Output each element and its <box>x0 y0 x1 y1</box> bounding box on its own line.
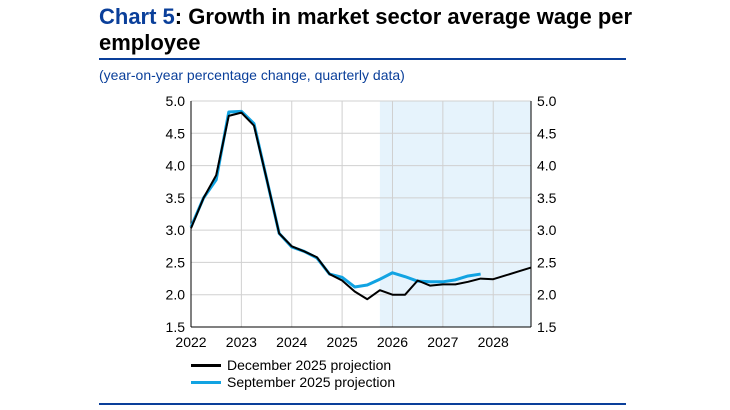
y-tick-label-right: 2.5 <box>537 254 557 270</box>
y-tick-label-left: 3.0 <box>166 222 186 238</box>
x-tick-label: 2027 <box>427 334 458 350</box>
y-tick-label-right: 4.0 <box>537 158 557 174</box>
chart-number: Chart 5 <box>99 4 175 29</box>
legend-item-december: December 2025 projection <box>191 357 391 373</box>
chart-subtitle: (year-on-year percentage change, quarter… <box>99 67 405 83</box>
x-tick-label: 2024 <box>276 334 307 350</box>
series-line-september <box>189 109 481 289</box>
chart-title: Chart 5: Growth in market sector average… <box>99 4 639 56</box>
bottom-rule <box>99 403 626 405</box>
legend-label-september: September 2025 projection <box>227 374 396 390</box>
y-tick-label-right: 1.5 <box>537 319 557 335</box>
legend-item-september: September 2025 projection <box>191 374 395 390</box>
y-tick-label-left: 4.0 <box>166 158 186 174</box>
chart-title-text: : Growth in market sector average wage p… <box>99 4 633 55</box>
legend-swatch-december <box>191 363 221 367</box>
y-tick-label-right: 3.0 <box>537 222 557 238</box>
y-tick-label-left: 3.5 <box>166 190 186 206</box>
x-tick-label: 2026 <box>377 334 408 350</box>
legend-swatch-september <box>191 380 221 384</box>
x-tick-label: 2023 <box>226 334 257 350</box>
x-tick-label: 2022 <box>175 334 206 350</box>
y-tick-label-left: 5.0 <box>166 93 186 109</box>
y-tick-label-left: 1.5 <box>166 319 186 335</box>
y-tick-label-left: 2.5 <box>166 254 186 270</box>
y-tick-label-left: 2.0 <box>166 287 186 303</box>
series-line-december <box>190 111 532 301</box>
x-tick-label: 2028 <box>478 334 509 350</box>
y-tick-label-right: 4.5 <box>537 125 557 141</box>
legend-label-december: December 2025 projection <box>227 357 392 373</box>
top-rule <box>99 58 626 60</box>
y-tick-label-right: 5.0 <box>537 93 557 109</box>
y-tick-label-right: 3.5 <box>537 190 557 206</box>
projection-shading <box>379 101 531 327</box>
y-tick-label-right: 2.0 <box>537 287 557 303</box>
x-tick-label: 2025 <box>327 334 358 350</box>
y-tick-label-left: 4.5 <box>166 125 186 141</box>
